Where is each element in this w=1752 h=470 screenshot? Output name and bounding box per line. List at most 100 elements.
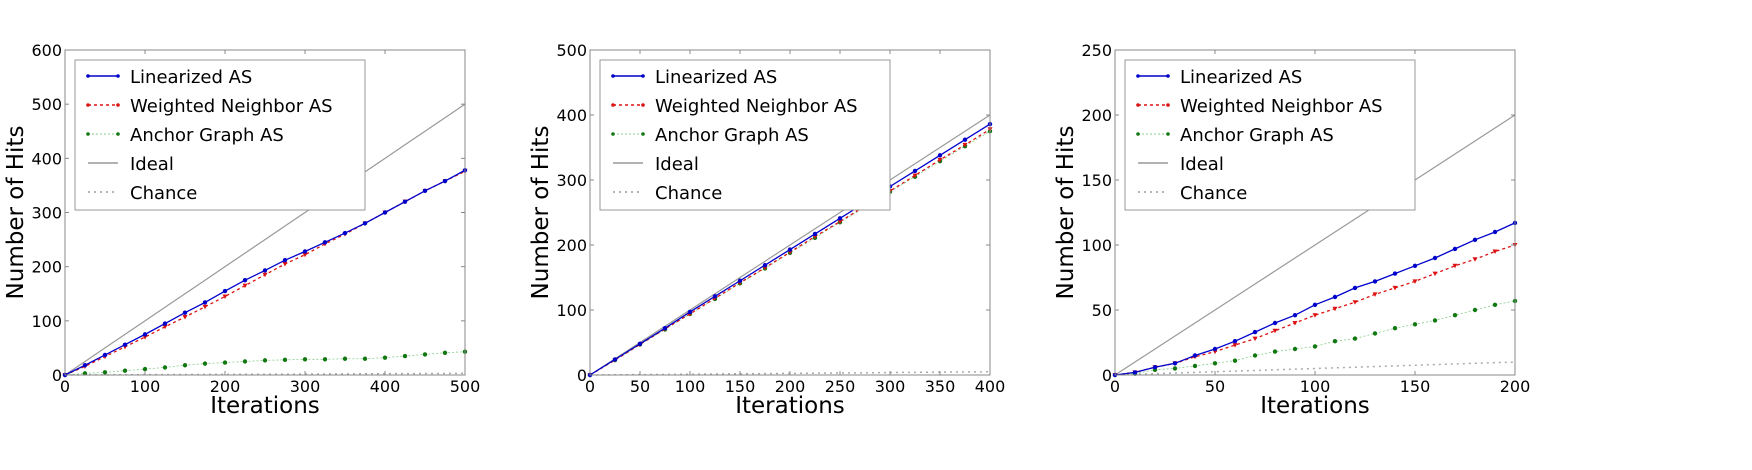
- data-point: [912, 173, 918, 178]
- data-point: [1332, 339, 1338, 344]
- data-point: [1492, 302, 1498, 307]
- data-point: [1432, 318, 1438, 323]
- data-point: [1352, 336, 1358, 341]
- y-tick-label: 300: [556, 171, 587, 190]
- subplot-3: 0 50 100 150 200 0 50 100 150 200 250 Iterations Num…: [1053, 41, 1530, 419]
- legend: Linearized AS Weighted Neighbor AS Anchor …: [1124, 59, 1416, 211]
- legend-label: Ideal: [130, 154, 174, 175]
- data-point: [1152, 365, 1158, 370]
- data-point: [937, 153, 943, 158]
- data-point: [202, 300, 208, 305]
- series-line-ideal: [64, 103, 466, 376]
- data-point: [1392, 271, 1398, 276]
- x-tick-label: 300: [290, 377, 321, 396]
- y-tick-label: 250: [1081, 41, 1112, 60]
- x-tick-label: 400: [975, 377, 1006, 396]
- legend-marker: [611, 74, 615, 78]
- data-point: [1412, 279, 1418, 284]
- data-point: [322, 357, 328, 362]
- legend-label: Weighted Neighbor AS: [1180, 96, 1383, 117]
- x-tick-label: 200: [210, 377, 241, 396]
- subplot-2: 0 50 100 150 200 250 300 350 400 0 100 200 300 400 500…: [528, 41, 1005, 419]
- x-tick-label: 0: [1110, 377, 1120, 396]
- data-point: [102, 370, 108, 375]
- legend-label: Linearized AS: [130, 67, 252, 88]
- data-point: [1392, 285, 1398, 291]
- data-point: [1472, 257, 1478, 262]
- data-point: [1412, 322, 1418, 327]
- data-point: [1372, 292, 1378, 297]
- data-point: [142, 335, 148, 340]
- data-point: [737, 278, 743, 283]
- data-point: [282, 261, 288, 267]
- data-point: [162, 365, 168, 370]
- data-point: [787, 247, 793, 252]
- data-point: [382, 355, 388, 360]
- data-point: [1252, 353, 1258, 358]
- legend-label: Ideal: [1180, 154, 1224, 175]
- legend-label: Weighted Neighbor AS: [655, 96, 858, 117]
- legend: Linearized AS Weighted Neighbor AS Anchor …: [74, 59, 366, 211]
- data-point: [812, 231, 818, 237]
- data-point: [162, 324, 168, 330]
- data-point: [1232, 343, 1238, 348]
- legend-box: [1124, 59, 1416, 211]
- data-point: [1332, 294, 1338, 300]
- x-tick-label: 0: [585, 377, 595, 396]
- y-tick-label: 100: [31, 312, 62, 331]
- series-line-chance: [1114, 361, 1516, 376]
- y-tick-label: 150: [1081, 171, 1112, 190]
- data-point: [1452, 246, 1458, 252]
- legend-label: Linearized AS: [655, 67, 777, 88]
- data-point: [1252, 336, 1258, 342]
- y-tick-label: 200: [31, 258, 62, 277]
- data-point: [1312, 313, 1318, 318]
- x-tick-label: 50: [630, 377, 650, 396]
- legend-marker: [116, 103, 120, 107]
- data-point: [242, 283, 248, 289]
- x-tick-label: 350: [925, 377, 956, 396]
- x-tick-label: 150: [1400, 377, 1431, 396]
- series-line-chance: [589, 371, 991, 376]
- y-axis-label: Number of Hits: [3, 126, 29, 300]
- data-point: [262, 358, 268, 363]
- data-point: [1132, 370, 1138, 375]
- data-point: [302, 249, 308, 254]
- y-tick-label: 0: [577, 366, 587, 385]
- data-point: [1452, 313, 1458, 318]
- data-point: [1192, 363, 1198, 369]
- data-point: [712, 294, 718, 299]
- x-tick-label: 100: [675, 377, 706, 396]
- data-point: [1212, 361, 1218, 366]
- legend-label: Anchor Graph AS: [655, 125, 809, 146]
- data-point: [762, 262, 768, 268]
- legend-marker: [1136, 74, 1140, 78]
- legend-box: [74, 59, 366, 211]
- legend-label: Anchor Graph AS: [1180, 125, 1334, 146]
- x-axis-label: Iterations: [1260, 393, 1370, 419]
- subplot-1: 0 100 200 300 400 500 0 100 200 300 400 500 600 Itera…: [3, 41, 480, 419]
- data-point: [1372, 279, 1378, 284]
- legend: Linearized AS Weighted Neighbor AS Anchor …: [599, 59, 891, 211]
- data-point: [962, 137, 968, 142]
- data-point: [222, 288, 228, 294]
- data-point: [442, 350, 448, 355]
- data-point: [1292, 321, 1298, 326]
- data-point: [282, 357, 288, 363]
- data-point: [962, 142, 968, 148]
- data-point: [1472, 237, 1478, 242]
- data-point: [322, 240, 328, 245]
- data-point: [122, 342, 128, 347]
- x-tick-label: 100: [1300, 377, 1331, 396]
- legend-marker: [611, 132, 615, 136]
- data-point: [442, 178, 448, 184]
- data-point: [202, 304, 208, 310]
- data-point: [1392, 326, 1398, 331]
- data-point: [342, 356, 348, 361]
- data-point: [1272, 328, 1278, 334]
- x-tick-label: 100: [130, 377, 161, 396]
- data-point: [1212, 346, 1218, 352]
- data-point: [1332, 306, 1338, 312]
- y-tick-label: 300: [31, 204, 62, 223]
